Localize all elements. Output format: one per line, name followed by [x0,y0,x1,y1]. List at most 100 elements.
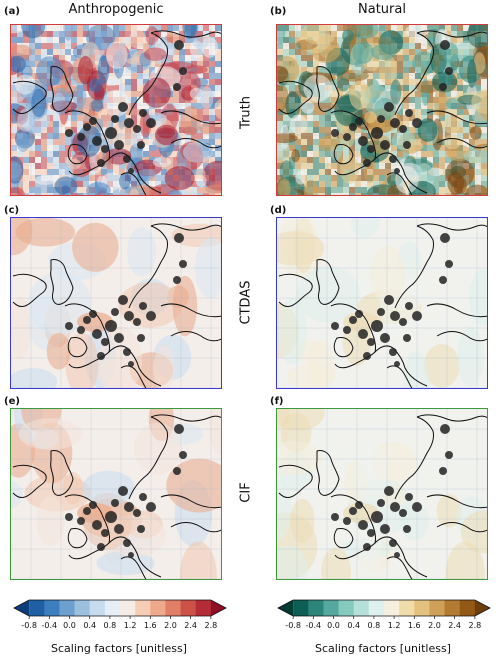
station-marker [133,125,141,133]
coastline [278,223,487,388]
graticule [277,218,487,388]
station-marker [394,361,400,367]
station-marker [389,348,397,356]
station-marker [358,520,368,530]
map-panel-d [276,217,488,389]
station-marker [349,507,357,515]
station-marker [97,159,105,167]
colorbar-tick-label: 2.0 [428,621,441,630]
station-marker [403,334,411,342]
station-marker [139,302,147,310]
map-svg-d [277,218,487,388]
station-marker [403,141,411,149]
station-marker [97,352,105,360]
colorbar-tick-label: -0.8 [285,621,301,630]
scaling-field [277,25,487,195]
colorbar-label-anthropogenic: Scaling factors [unitless] [51,642,187,655]
station-marker [343,326,351,334]
station-marker [412,311,422,321]
row-title-truth: Truth [238,96,254,129]
graticule [11,218,221,388]
station-marker [389,539,397,547]
station-marker [412,118,422,128]
station-marker [139,109,147,117]
colorbar-swatch [429,600,446,616]
colorbar-tick-label: 2.4 [184,621,197,630]
station-marker [124,118,134,128]
colorbar-tick-label: 2.0 [164,621,177,630]
station-marker [118,295,128,305]
colorbar-tick-label: 1.6 [144,621,157,630]
map-panel-f [276,408,488,580]
station-marker [363,543,371,551]
colorbar-swatch [29,600,45,616]
station-marker [439,83,447,91]
graticule [11,25,221,195]
panel-label-d: (d) [270,205,287,216]
station-marker [394,552,400,558]
station-marker [111,115,119,123]
station-marker [179,451,187,459]
colorbar-swatch [165,600,182,616]
station-marker [146,502,156,512]
station-marker [343,133,351,141]
station-marker [380,333,390,343]
colorbar-swatch [459,600,476,616]
station-marker [83,316,91,324]
row-title-cif: CIF [238,482,254,503]
station-marker [173,83,181,91]
colorbar-swatch [180,600,197,616]
observation-sites [65,233,187,367]
observation-sites [65,40,187,174]
station-marker [355,117,363,125]
coastline [12,414,221,579]
colorbar-tick-label: 0.8 [368,621,381,630]
station-marker [92,520,102,530]
station-marker [331,322,339,330]
colorbar-tick-label: 0.4 [347,621,360,630]
station-marker [405,493,413,501]
colorbar-swatch [308,600,324,616]
station-marker [179,260,187,268]
colorbar-swatch [278,600,294,616]
station-marker [173,467,181,475]
station-marker [174,233,184,243]
station-marker [105,320,117,332]
colorbar-swatch [444,600,461,616]
station-marker [390,311,400,321]
station-marker [377,308,385,316]
map-svg-b [277,25,487,195]
coastline [278,30,487,195]
station-marker [118,486,128,496]
panel-label-f: (f) [270,396,284,407]
colorbar-tick-label: -0.4 [306,621,322,630]
colorbar-tick-label: 1.6 [408,621,421,630]
station-marker [137,525,145,533]
station-marker [97,543,105,551]
station-marker [128,552,134,558]
station-marker [371,320,383,332]
colorbar-swatch [14,600,30,616]
row-title-ctdas: CTDAS [238,280,254,325]
colorbar-swatch [135,600,151,616]
colorbar-tick-label: 1.2 [124,621,137,630]
station-marker [355,501,363,509]
station-marker [146,311,156,321]
station-marker [349,123,357,131]
panel-label-a: (a) [4,6,20,17]
station-marker [174,40,184,50]
station-marker [118,102,128,112]
map-svg-f [277,409,487,579]
colorbar-label-natural: Scaling factors [unitless] [315,642,451,655]
observation-sites [65,424,187,558]
station-marker [439,276,447,284]
panel-label-b: (b) [270,6,287,17]
station-marker [65,322,73,330]
map-svg-e [11,409,221,579]
colorbar-natural: -0.8 -0.4 0.0 0.4 0.8 1.2 1.6 2.0 2.4 2.8 [277,599,491,630]
station-marker [133,509,141,517]
map-svg-c [11,218,221,388]
colorbar-swatch [44,600,60,616]
station-marker [377,115,385,123]
station-marker [123,348,131,356]
